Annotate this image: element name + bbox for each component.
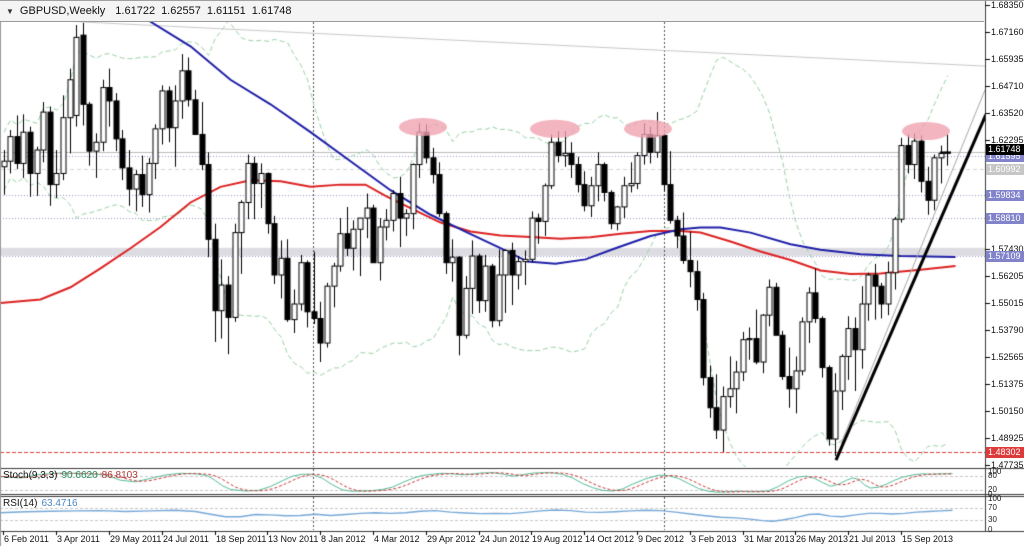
rsi-value: 63.4716 (41, 498, 78, 509)
x-axis-label: 4 Mar 2012 (374, 534, 420, 544)
price-axis-label: 1.64710 (991, 81, 1024, 92)
rsi-scale-label: 70 (988, 503, 997, 513)
price-axis-label: 1.55015 (991, 297, 1024, 308)
high-value: 1.62557 (161, 5, 201, 17)
rsi-indicator-label: RSI(14) 63.4716 (3, 498, 78, 509)
x-axis-label: 19 Aug 2012 (532, 534, 583, 544)
price-axis-label: 1.65935 (991, 53, 1024, 64)
stoch-scale-label: 80 (988, 471, 997, 481)
price-axis-label: 1.52565 (991, 352, 1024, 363)
x-axis-label: 13 Nov 2011 (268, 534, 319, 544)
price-axis-label: 1.68350 (991, 0, 1024, 10)
close-value: 1.61748 (251, 5, 292, 17)
x-axis-label: 14 Oct 2012 (585, 534, 635, 544)
x-axis-label: 9 Dec 2012 (638, 534, 685, 544)
price-level-badge: 1.61595 (986, 150, 1024, 162)
x-axis-label: 3 Feb 2013 (691, 534, 737, 544)
stoch-scale-label: 0 (988, 489, 993, 499)
price-axis-label: 1.63520 (991, 107, 1024, 118)
rsi-scale-label: 0 (988, 524, 993, 534)
price-level-badge: 1.48302 (986, 447, 1024, 459)
x-axis-label: 8 Jan 2012 (321, 534, 366, 544)
chart-header: ▼ GBPUSD,Weekly 1.61722 1.62557 1.61151 … (0, 1, 984, 22)
price-level-badge: 1.61748 (986, 144, 1024, 156)
x-axis-label: 3 Apr 2011 (57, 534, 100, 544)
price-axis-label: 1.67160 (991, 26, 1024, 37)
price-axis-label: 1.57430 (991, 243, 1024, 254)
price-axis-label: 1.53790 (991, 324, 1024, 335)
x-axis-label: 18 Sep 2011 (216, 534, 267, 544)
x-axis-label: 24 Jul 2011 (163, 534, 209, 544)
price-level-badge: 1.60992 (986, 164, 1024, 176)
stoch-scale-label: 100 (988, 466, 1002, 476)
x-axis-label: 31 Mar 2013 (744, 534, 795, 544)
x-axis-label: 29 Apr 2012 (427, 534, 476, 544)
rsi-scale-label: 100 (988, 494, 1002, 503)
price-axis-label: 1.47735 (991, 460, 1024, 470)
x-axis-label: 24 Jun 2012 (480, 534, 530, 544)
price-axis-label: 1.62295 (991, 135, 1024, 146)
x-axis-label: 21 Jul 2013 (849, 534, 896, 544)
stoch-k-value: 90.6620 (61, 470, 98, 481)
open-value: 1.61722 (115, 5, 156, 17)
symbol-period-label: GBPUSD,Weekly (19, 5, 106, 17)
collapse-icon[interactable]: ▼ (6, 6, 14, 16)
price-level-badge: 1.59834 (986, 190, 1024, 202)
stoch-indicator-label: Stoch(9,3,3) 90.6620 86.8103 (3, 470, 138, 481)
stoch-name: Stoch(9,3,3) (3, 470, 58, 481)
price-axis-label: 1.51375 (991, 378, 1024, 389)
price-level-badge: 1.58810 (986, 212, 1024, 224)
x-axis-label: 26 May 2013 (796, 534, 849, 544)
low-value: 1.61151 (206, 5, 246, 17)
price-axis-label: 1.56205 (991, 271, 1024, 281)
x-axis-label: 6 Feb 2011 (4, 534, 49, 544)
stoch-scale-label: 20 (988, 484, 997, 494)
x-axis-label: 29 May 2011 (110, 534, 162, 544)
x-axis-label: 15 Sep 2013 (902, 534, 954, 544)
rsi-name: RSI(14) (3, 498, 38, 509)
rsi-scale-label: 30 (988, 515, 997, 525)
price-level-badge: 1.57109 (986, 250, 1024, 262)
price-axis-label: 1.48925 (991, 433, 1024, 444)
price-axis-label: 1.50150 (991, 406, 1024, 417)
stoch-d-value: 86.8103 (101, 470, 138, 481)
